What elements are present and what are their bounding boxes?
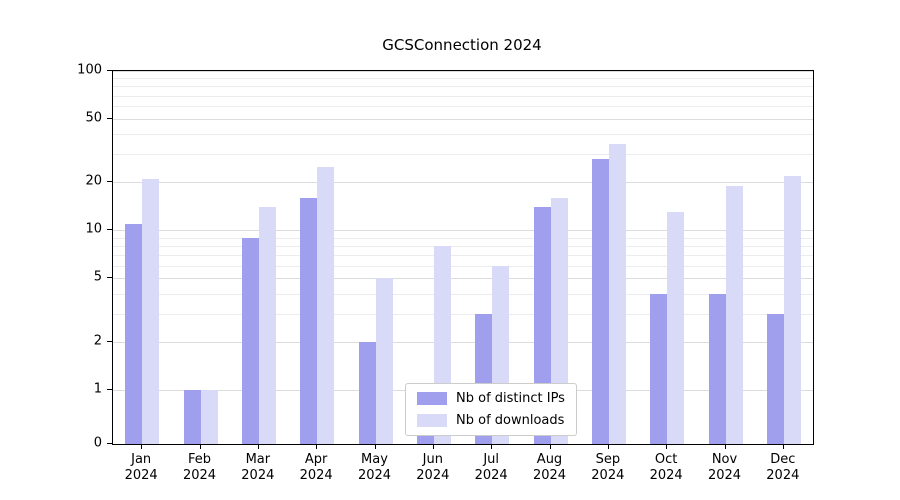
x-tick-mark-jan [141,444,143,449]
gridline-minor-3 [113,313,813,315]
y-tick-label-50: 50 [85,110,102,126]
bar-distinct-ips-feb [183,389,201,444]
bar-downloads-sep [608,143,626,444]
x-tick-mark-oct [666,444,668,449]
bar-downloads-apr [317,167,335,444]
bar-distinct-ips-dec [766,313,784,444]
x-tick-mark-aug [549,444,551,449]
x-tick-label-oct: Oct 2024 [649,452,683,484]
x-tick-label-jun: Jun 2024 [416,452,450,484]
bar-downloads-feb [200,389,218,444]
bar-distinct-ips-jan [125,223,143,444]
y-tick-mark-100 [107,70,112,71]
x-tick-mark-jun [432,444,434,449]
gridline-5 [113,278,813,280]
bar-distinct-ips-oct [650,293,668,444]
legend-swatch-downloads [417,414,447,427]
legend: Nb of distinct IPs Nb of downloads [405,383,577,436]
x-tick-mark-mar [257,444,259,449]
legend-item-downloads: Nb of downloads [417,413,565,428]
gridline-minor-80 [113,86,813,88]
gridline-minor-9 [113,237,813,239]
legend-label-distinct-ips: Nb of distinct IPs [456,391,565,406]
y-tick-mark-5 [107,277,112,279]
gridline-50 [113,119,813,120]
y-tick-label-2: 2 [93,333,102,349]
bar-distinct-ips-apr [300,197,318,444]
gridline-10 [113,230,813,232]
gridline-2 [113,341,813,343]
bar-downloads-oct [667,212,685,444]
bar-downloads-aug [550,197,568,444]
y-tick-mark-10 [107,229,112,231]
x-tick-label-jul: Jul 2024 [474,452,508,484]
bar-distinct-ips-nov [708,293,726,444]
gridline-100 [113,71,813,72]
y-tick-label-10: 10 [85,221,102,237]
y-tick-label-20: 20 [85,173,102,189]
bar-downloads-mar [258,207,276,444]
gridline-minor-6 [113,265,813,267]
bar-downloads-jan [142,179,160,444]
bar-distinct-ips-mar [241,237,259,444]
x-tick-mark-feb [199,444,201,449]
gridline-minor-90 [113,78,813,80]
y-tick-label-1: 1 [93,381,102,397]
x-tick-label-dec: Dec 2024 [766,452,800,484]
chart-title: GCSConnection 2024 [382,36,542,54]
plot-area: Nb of distinct IPs Nb of downloads [112,70,814,445]
y-tick-mark-20 [107,181,112,183]
legend-swatch-distinct-ips [417,392,447,405]
x-tick-label-sep: Sep 2024 [591,452,625,484]
bar-downloads-nov [725,186,743,444]
x-tick-label-aug: Aug 2024 [532,452,567,484]
gridline-minor-7 [113,255,813,257]
y-tick-mark-0 [107,443,112,444]
gridline-minor-8 [113,245,813,247]
y-tick-mark-50 [107,118,112,119]
x-tick-label-jan: Jan 2024 [124,452,158,484]
bar-downloads-dec [783,175,801,444]
y-tick-label-5: 5 [93,269,102,285]
gridline-minor-4 [113,293,813,295]
x-tick-mark-may [374,444,376,449]
gridline-20 [113,182,813,184]
bar-distinct-ips-sep [591,159,609,444]
x-tick-mark-sep [607,444,609,449]
x-tick-mark-nov [724,444,726,449]
gridline-minor-60 [113,106,813,108]
x-tick-mark-jul [491,444,493,449]
x-tick-label-feb: Feb 2024 [182,452,217,484]
gridline-minor-70 [113,95,813,97]
bar-downloads-may [375,278,393,444]
y-tick-label-0: 0 [93,435,102,451]
gridline-minor-40 [113,134,813,136]
x-tick-mark-apr [316,444,318,449]
legend-label-downloads: Nb of downloads [456,413,565,428]
y-tick-label-100: 100 [77,62,102,78]
y-tick-mark-2 [107,340,112,342]
x-tick-label-nov: Nov 2024 [707,452,742,484]
legend-item-distinct-ips: Nb of distinct IPs [417,391,565,406]
y-tick-mark-1 [107,388,112,390]
gridline-minor-30 [113,154,813,156]
bar-distinct-ips-may [358,341,376,444]
x-tick-label-mar: Mar 2024 [241,452,275,484]
x-tick-label-apr: Apr 2024 [299,452,333,484]
x-tick-label-may: May 2024 [357,452,392,484]
x-tick-mark-dec [782,444,784,449]
